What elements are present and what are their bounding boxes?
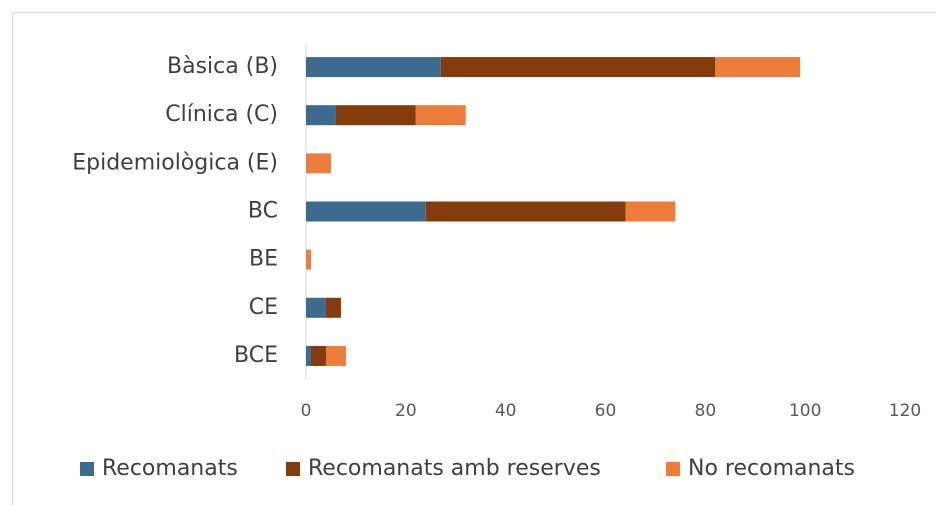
bar-segment — [325, 297, 341, 318]
y-tick-label: BE — [249, 247, 278, 272]
bar-segment — [306, 345, 311, 366]
bar-segment — [310, 345, 326, 366]
x-tick-label: 80 — [695, 401, 717, 421]
y-tick-label: Bàsica (B) — [167, 54, 278, 79]
bar-segment — [306, 201, 426, 222]
legend-swatch — [80, 462, 94, 476]
bar-segment — [306, 57, 441, 78]
bar-segment — [335, 105, 416, 126]
x-tick-label: 120 — [889, 401, 921, 421]
legend-label: No recomanats — [688, 456, 855, 481]
y-tick-label: BC — [248, 199, 278, 224]
y-tick-label: Epidemiològica (E) — [72, 150, 278, 175]
bar-segment — [440, 57, 716, 78]
bar-segment — [625, 201, 676, 222]
legend-swatch — [666, 462, 680, 476]
bar-segment — [306, 249, 311, 270]
legend-swatch — [286, 462, 300, 476]
y-tick-label: BCE — [234, 343, 278, 368]
x-tick-label: 0 — [301, 401, 312, 421]
bar-segment — [306, 105, 336, 126]
bar-segment — [325, 345, 346, 366]
x-tick-label: 60 — [595, 401, 617, 421]
legend-label: Recomanats — [102, 456, 238, 481]
bar-segment — [306, 297, 326, 318]
y-tick-label: CE — [249, 295, 278, 320]
y-tick-label: Clínica (C) — [165, 102, 278, 127]
bar-segment — [415, 105, 466, 126]
bar-segment — [425, 201, 626, 222]
legend-label: Recomanats amb reserves — [308, 456, 601, 481]
x-tick-label: 40 — [495, 401, 517, 421]
chart-frame — [12, 12, 936, 505]
x-tick-label: 20 — [395, 401, 417, 421]
x-tick-label: 100 — [789, 401, 821, 421]
bar-segment — [715, 57, 801, 78]
bar-segment — [306, 153, 331, 174]
